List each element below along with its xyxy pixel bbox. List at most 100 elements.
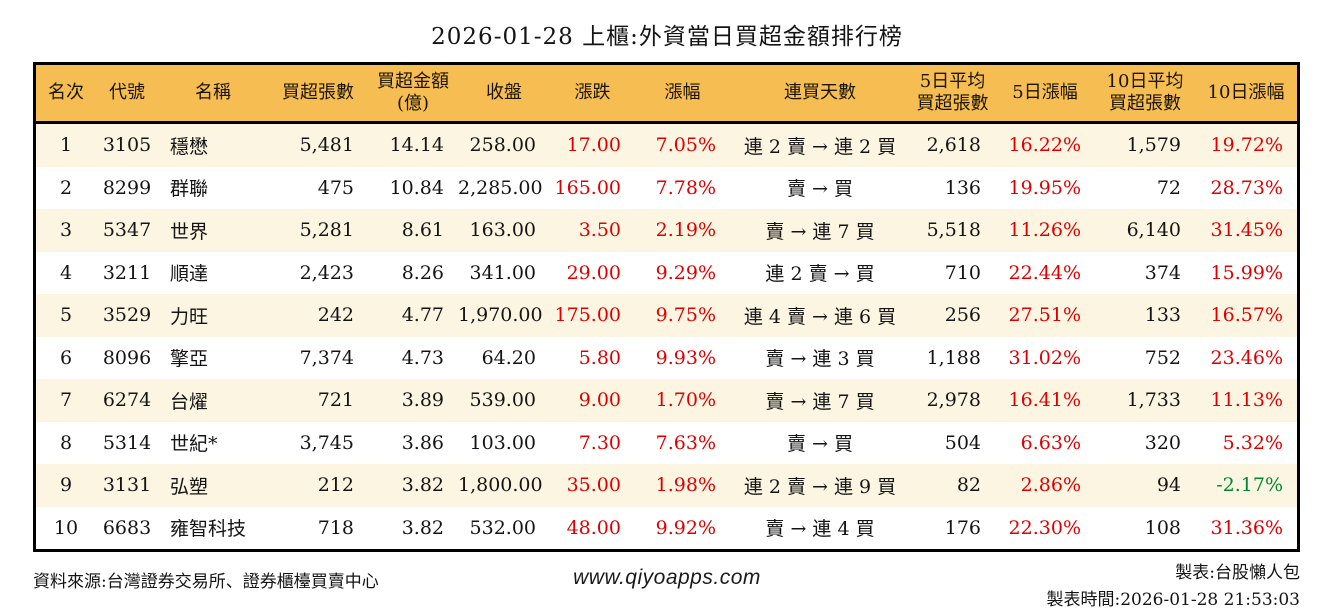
- cell-name: 順達: [170, 263, 209, 286]
- cell-name: 世紀*: [170, 433, 218, 456]
- cell-avg5: 256: [944, 304, 981, 327]
- cell-change_pct: 9.75%: [655, 304, 716, 327]
- table-row: 8 5314 世紀* 3,745 3.86 103.00 7.30 7.63% 賣 → 買 504…: [36, 421, 1297, 464]
- cell-buy_amount: 4.77: [401, 304, 444, 327]
- cell-pct5: 16.41%: [1008, 389, 1081, 412]
- cell-close: 341.00: [469, 261, 536, 284]
- cell-streak: 賣 → 買: [787, 178, 853, 201]
- cell-code: 6274: [102, 389, 152, 412]
- cell-buy_volume: 475: [317, 176, 354, 199]
- cell-change: 35.00: [566, 474, 621, 497]
- cell-change: 9.00: [578, 389, 621, 412]
- cell-code: 8096: [102, 346, 152, 369]
- cell-name: 世界: [170, 220, 209, 243]
- cell-change: 48.00: [566, 516, 621, 539]
- cell-avg5: 2,978: [926, 389, 981, 412]
- cell-change: 7.30: [578, 431, 621, 454]
- cell-avg10: 133: [1144, 304, 1181, 327]
- cell-avg5: 176: [944, 516, 981, 539]
- cell-avg5: 504: [944, 431, 981, 454]
- cell-buy_amount: 3.86: [401, 431, 444, 454]
- cell-name: 擎亞: [170, 348, 209, 371]
- cell-pct10: 16.57%: [1210, 304, 1283, 327]
- cell-code: 5347: [102, 219, 152, 242]
- cell-avg10: 72: [1156, 176, 1181, 199]
- cell-streak: 賣 → 連 4 買: [765, 518, 875, 541]
- cell-code: 3529: [102, 304, 152, 327]
- cell-streak: 連 2 賣 → 連 9 買: [743, 475, 897, 498]
- cell-change: 17.00: [566, 134, 621, 157]
- cell-close: 539.00: [469, 389, 536, 412]
- cell-name: 台燿: [170, 390, 209, 413]
- cell-avg10: 1,579: [1126, 134, 1181, 157]
- data-source-note: 資料來源:台灣證券交易所、證券櫃檯買賣中心: [33, 572, 379, 592]
- cell-change_pct: 1.98%: [655, 474, 716, 497]
- cell-pct10: 15.99%: [1210, 261, 1283, 284]
- cell-pct10: 28.73%: [1210, 176, 1283, 199]
- cell-pct5: 31.02%: [1008, 346, 1081, 369]
- cell-close: 1,800.00: [458, 474, 543, 497]
- cell-close: 2,285.00: [458, 176, 543, 199]
- table-body: 1 3105 穩懋 5,481 14.14 258.00 17.00 7.05% 連 2 賣 →…: [36, 124, 1297, 549]
- cell-change_pct: 9.29%: [655, 261, 716, 284]
- cell-streak: 連 2 賣 → 連 2 買: [743, 135, 897, 158]
- table-row: 1 3105 穩懋 5,481 14.14 258.00 17.00 7.05% 連 2 賣 →…: [36, 124, 1297, 167]
- cell-close: 1,970.00: [458, 304, 543, 327]
- column-header-change_pct: 漲幅: [664, 82, 701, 104]
- cell-buy_volume: 3,745: [299, 431, 354, 454]
- cell-avg10: 320: [1144, 431, 1181, 454]
- cell-rank: 1: [59, 134, 73, 157]
- cell-code: 8299: [102, 176, 152, 199]
- cell-pct5: 19.95%: [1008, 176, 1081, 199]
- cell-code: 3211: [102, 261, 152, 284]
- column-header-change: 漲跌: [574, 82, 611, 104]
- cell-change: 165.00: [554, 176, 621, 199]
- cell-avg5: 82: [956, 474, 981, 497]
- cell-change_pct: 2.19%: [655, 219, 716, 242]
- cell-buy_volume: 718: [317, 516, 354, 539]
- column-header-buy_volume: 買超張數: [282, 82, 354, 104]
- cell-pct10: 5.32%: [1222, 431, 1283, 454]
- cell-pct10: 11.13%: [1210, 389, 1283, 412]
- cell-buy_amount: 3.82: [401, 516, 444, 539]
- table-row: 2 8299 群聯 475 10.84 2,285.00 165.00 7.78% 賣 → 買 1…: [36, 166, 1297, 209]
- cell-pct10: 19.72%: [1210, 134, 1283, 157]
- cell-pct5: 27.51%: [1008, 304, 1081, 327]
- cell-buy_amount: 8.61: [401, 219, 444, 242]
- cell-rank: 3: [59, 219, 73, 242]
- cell-streak: 賣 → 連 7 買: [765, 390, 875, 413]
- cell-buy_amount: 3.82: [401, 474, 444, 497]
- cell-pct5: 6.63%: [1020, 431, 1081, 454]
- cell-pct10: -2.17%: [1216, 474, 1283, 497]
- table-row: 3 5347 世界 5,281 8.61 163.00 3.50 2.19% 賣 → 連 7 買…: [36, 209, 1297, 252]
- cell-change: 3.50: [578, 219, 621, 242]
- cell-rank: 9: [59, 474, 73, 497]
- cell-close: 532.00: [469, 516, 536, 539]
- cell-change: 175.00: [554, 304, 621, 327]
- cell-pct10: 31.36%: [1210, 516, 1283, 539]
- cell-close: 163.00: [469, 219, 536, 242]
- cell-buy_volume: 2,423: [299, 261, 354, 284]
- table-row: 4 3211 順達 2,423 8.26 341.00 29.00 9.29% 連 2 賣 → …: [36, 251, 1297, 294]
- table-header-row: 名次 代號 名稱 買超張數 買超金額 (億) 收盤 漲跌 漲幅 連買天數 5日平均 買超張數 5日漲…: [36, 65, 1297, 124]
- cell-pct5: 11.26%: [1008, 219, 1081, 242]
- cell-change_pct: 7.78%: [655, 176, 716, 199]
- cell-change_pct: 7.05%: [655, 134, 716, 157]
- cell-pct5: 2.86%: [1020, 474, 1081, 497]
- cell-buy_amount: 10.84: [389, 176, 444, 199]
- table-row: 5 3529 力旺 242 4.77 1,970.00 175.00 9.75% 連 4 賣 →…: [36, 294, 1297, 337]
- cell-rank: 7: [59, 389, 73, 412]
- cell-name: 弘塑: [170, 475, 209, 498]
- cell-rank: 10: [53, 516, 79, 539]
- cell-streak: 賣 → 連 3 買: [765, 348, 875, 371]
- cell-code: 3105: [102, 134, 152, 157]
- cell-name: 雍智科技: [170, 518, 247, 541]
- cell-avg5: 710: [944, 261, 981, 284]
- cell-rank: 6: [59, 346, 73, 369]
- cell-close: 258.00: [469, 134, 536, 157]
- cell-buy_volume: 7,374: [299, 346, 354, 369]
- table-row: 6 8096 擎亞 7,374 4.73 64.20 5.80 9.93% 賣 → 連 3 買 1…: [36, 336, 1297, 379]
- cell-buy_amount: 8.26: [401, 261, 444, 284]
- cell-pct5: 16.22%: [1008, 134, 1081, 157]
- cell-rank: 8: [59, 431, 73, 454]
